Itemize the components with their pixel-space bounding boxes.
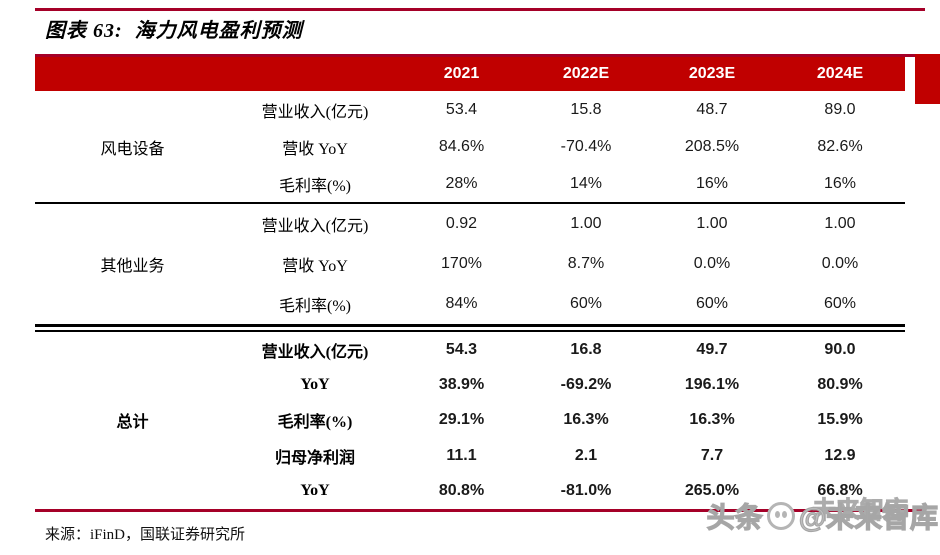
value-cell: 2.1 <box>574 446 598 464</box>
header-year-2023e: 2023E <box>688 65 736 82</box>
row-label: 营业收入(亿元) <box>261 343 369 361</box>
section-divider <box>35 202 905 204</box>
value-cell: 60% <box>695 295 729 312</box>
source-note: 来源：iFinD，国联证券研究所 <box>45 527 246 543</box>
value-cell: 196.1% <box>684 376 740 394</box>
value-cell: 90.0 <box>824 340 856 358</box>
row-label: 归母净利润 <box>274 449 355 467</box>
value-cell: 1.00 <box>570 215 602 232</box>
forecast-table: 2021 2022E 2023E 2024E 风电设备 营业收入(亿元) 53.4 1… <box>35 57 905 509</box>
value-cell: 208.5% <box>684 137 740 155</box>
value-cell: 82.6% <box>817 137 863 155</box>
row-label: YoY <box>300 482 330 500</box>
value-cell: 170% <box>441 255 482 272</box>
header-spacer-group <box>35 57 230 91</box>
value-cell: 11.1 <box>446 446 477 464</box>
group-label: 总计 <box>116 414 149 432</box>
value-cell: 80.8% <box>438 482 485 500</box>
value-cell: 60% <box>823 295 857 312</box>
table-body: 风电设备 营业收入(亿元) 53.4 15.8 48.7 89.0 营收 YoY 84.6% -… <box>35 91 905 509</box>
row-label: 营业收入(亿元) <box>261 218 369 235</box>
bottom-rule-line <box>35 509 925 512</box>
value-cell: 7.7 <box>700 446 724 464</box>
table-section: 总计 营业收入(亿元) 54.3 16.8 49.7 90.0 YoY 38.9% -69.2%… <box>35 332 905 509</box>
table-section: 风电设备 营业收入(亿元) 53.4 15.8 48.7 89.0 营收 YoY 84.6% -… <box>35 91 905 202</box>
value-cell: 0.0% <box>821 255 859 272</box>
value-cell: 66.8% <box>817 482 863 500</box>
value-cell: -69.2% <box>560 376 612 394</box>
value-cell: -81.0% <box>560 482 612 500</box>
header-year-2022e: 2022E <box>562 65 610 82</box>
value-cell: 16% <box>695 174 729 192</box>
header-spacer-metric <box>230 57 400 91</box>
value-cell: 54.3 <box>445 340 478 358</box>
value-cell: 1.00 <box>696 215 728 232</box>
row-label: 毛利率(%) <box>279 298 351 315</box>
row-label: YoY <box>300 376 330 394</box>
value-cell: 12.9 <box>824 446 856 464</box>
figure-title: 图表 63: 海力风电盈利预测 <box>45 20 303 42</box>
value-cell: 16.8 <box>570 340 602 358</box>
row-label: 营收 YoY <box>282 258 348 275</box>
table-top-rule-line <box>35 54 925 57</box>
group-label: 其他业务 <box>100 258 165 275</box>
value-cell: 48.7 <box>696 100 728 118</box>
row-label: 营业收入(亿元) <box>261 103 369 121</box>
value-cell: 0.92 <box>445 215 478 232</box>
top-rule-line <box>35 8 925 11</box>
value-cell: 15.9% <box>817 411 863 429</box>
value-cell: 265.0% <box>684 482 740 500</box>
table-header-row: 2021 2022E 2023E 2024E <box>35 57 905 91</box>
value-cell: 38.9% <box>438 376 485 394</box>
value-cell: 8.7% <box>567 255 605 272</box>
total-section-divider <box>35 324 905 332</box>
row-label: 毛利率(%) <box>277 414 353 432</box>
value-cell: 84.6% <box>438 137 485 155</box>
value-cell: 84% <box>445 295 478 312</box>
page-corner-accent <box>915 54 940 104</box>
value-cell: 53.4 <box>445 100 478 118</box>
header-year-2024e: 2024E <box>816 65 864 82</box>
value-cell: 16% <box>823 174 857 192</box>
row-label: 营收 YoY <box>282 140 348 158</box>
value-cell: 29.1% <box>438 411 485 429</box>
value-cell: 80.9% <box>817 376 863 394</box>
value-cell: 14% <box>569 174 603 192</box>
value-cell: 15.8 <box>570 100 602 118</box>
value-cell: 16.3% <box>689 411 735 429</box>
table-section: 其他业务 营业收入(亿元) 0.92 1.00 1.00 1.00 营收 YoY 170% 8.… <box>35 204 905 324</box>
value-cell: 16.3% <box>563 411 609 429</box>
value-cell: 49.7 <box>696 340 728 358</box>
value-cell: 0.0% <box>693 255 731 272</box>
value-cell: 1.00 <box>824 215 856 232</box>
value-cell: 89.0 <box>824 100 856 118</box>
group-label: 风电设备 <box>100 140 165 158</box>
value-cell: 28% <box>445 174 478 192</box>
header-year-2021: 2021 <box>443 65 480 82</box>
value-cell: 60% <box>569 295 603 312</box>
value-cell: -70.4% <box>560 137 612 155</box>
row-label: 毛利率(%) <box>279 177 351 195</box>
